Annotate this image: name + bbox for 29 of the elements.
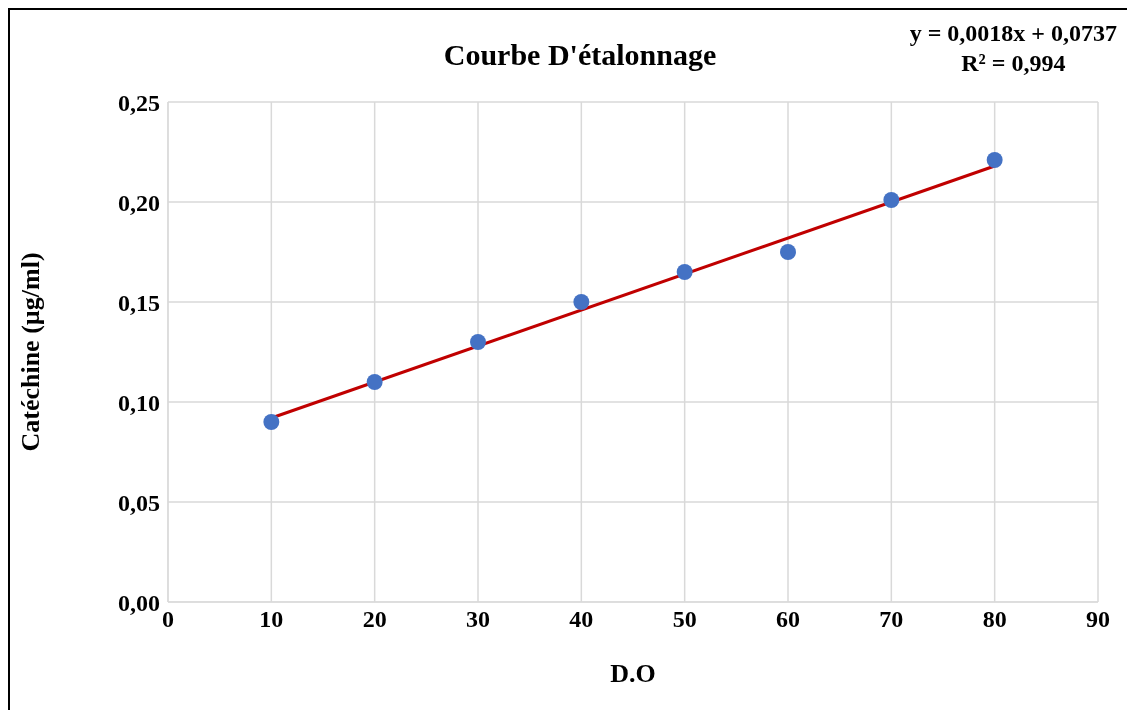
y-tick-label: 0,05 <box>118 489 160 516</box>
x-tick-label: 60 <box>776 606 800 633</box>
point <box>573 294 590 310</box>
y-tick-label: 0,20 <box>118 189 160 216</box>
x-tick-label: 40 <box>569 606 594 633</box>
chart-title: Courbe D'étalonnage <box>443 38 717 71</box>
point <box>883 192 900 208</box>
x-tick-label: 20 <box>362 606 387 633</box>
y-tick-label: 0,10 <box>118 389 160 416</box>
y-axis-title: Catéchine (µg/ml) <box>16 252 46 452</box>
x-tick-label: 50 <box>672 606 697 633</box>
x-tick-label: 0 <box>162 606 174 633</box>
point <box>470 334 486 350</box>
point <box>986 152 1003 168</box>
x-axis-title: D.O <box>610 659 656 688</box>
text: R² = 0,994 <box>960 49 1067 78</box>
x-tick-label: 70 <box>879 606 904 633</box>
x-tick-label: 10 <box>259 606 284 633</box>
point <box>676 264 693 280</box>
point <box>263 414 280 430</box>
x-tick-label: 90 <box>1086 606 1110 633</box>
x-tick-label: 30 <box>466 606 490 633</box>
point <box>366 374 383 390</box>
y-tick-label: 0,25 <box>118 89 160 116</box>
x-tick-label: 80 <box>982 606 1007 633</box>
point <box>780 244 796 260</box>
y-tick-label: 0,15 <box>118 289 160 316</box>
text: y = 0,0018x + 0,0737 <box>909 19 1117 48</box>
y-tick-label: 0,00 <box>118 589 160 616</box>
